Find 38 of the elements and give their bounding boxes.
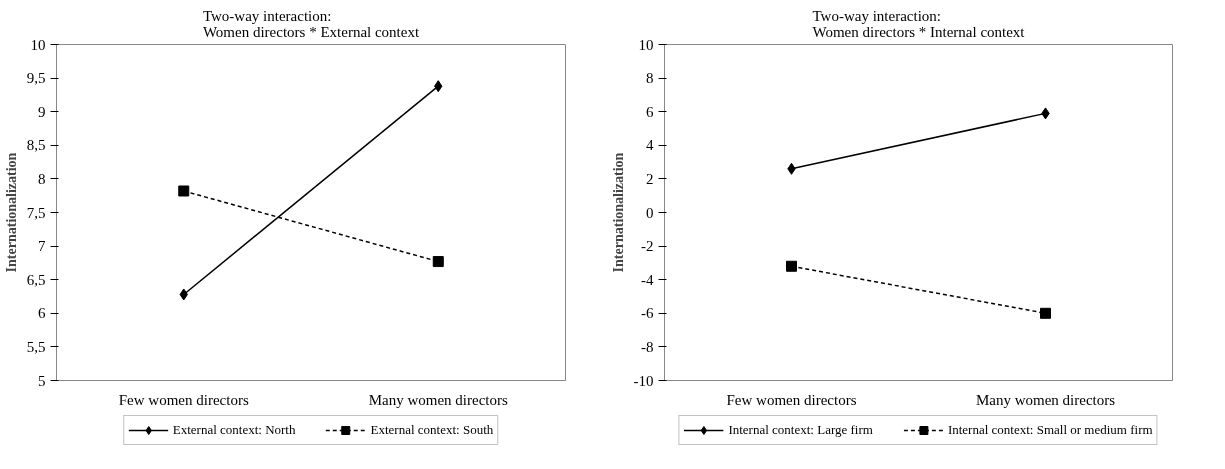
y-tick-label: -10 <box>633 372 654 389</box>
x-tick-label: Many women directors <box>975 391 1116 408</box>
y-tick-label: -4 <box>641 271 654 288</box>
y-tick-label: 8,5 <box>26 137 46 154</box>
x-tick-label: Few women directors <box>118 391 249 408</box>
y-tick-label: 5 <box>38 372 46 389</box>
y-tick-label: 0 <box>646 204 654 221</box>
y-tick-label: 6 <box>38 305 46 322</box>
y-tick-label: -6 <box>641 305 654 322</box>
point <box>432 256 444 268</box>
chart-title: Two-way interaction: Women directors * External context <box>202 7 420 40</box>
y-tick-label: -8 <box>641 338 654 355</box>
y-tick-label: 8 <box>38 170 46 187</box>
y-tick-label: 8 <box>646 70 654 87</box>
x-tick-label: Few women directors <box>726 391 857 408</box>
legend-label: External context: South <box>370 422 494 438</box>
y-tick-label: 5,5 <box>26 338 46 355</box>
y-axis-title: Internationalization <box>610 152 626 273</box>
y-tick-label: 6 <box>646 103 654 120</box>
y-tick-label: 9,5 <box>26 70 46 87</box>
legend-label: External context: North <box>172 422 296 438</box>
y-tick-label: 10 <box>30 36 46 53</box>
legend-label: Internal context: Small or medium firm <box>947 422 1153 438</box>
y-tick-label: 7,5 <box>26 204 46 221</box>
legend-label: Internal context: Large firm <box>728 422 873 438</box>
y-tick-label: 4 <box>646 137 654 154</box>
chart-title: Two-way interaction: Women directors * Internal context <box>812 7 1026 40</box>
y-tick-label: 10 <box>638 36 654 53</box>
y-tick-label: -2 <box>641 238 654 255</box>
point <box>786 260 797 272</box>
x-tick-label: Many women directors <box>368 391 508 408</box>
y-tick-label: 6,5 <box>26 271 46 288</box>
point <box>178 185 190 197</box>
y-tick-label: 2 <box>646 170 654 187</box>
y-tick-label: 7 <box>38 238 46 255</box>
point <box>1040 307 1051 319</box>
y-axis-title: Internationalization <box>3 152 19 273</box>
y-tick-label: 9 <box>38 103 46 120</box>
